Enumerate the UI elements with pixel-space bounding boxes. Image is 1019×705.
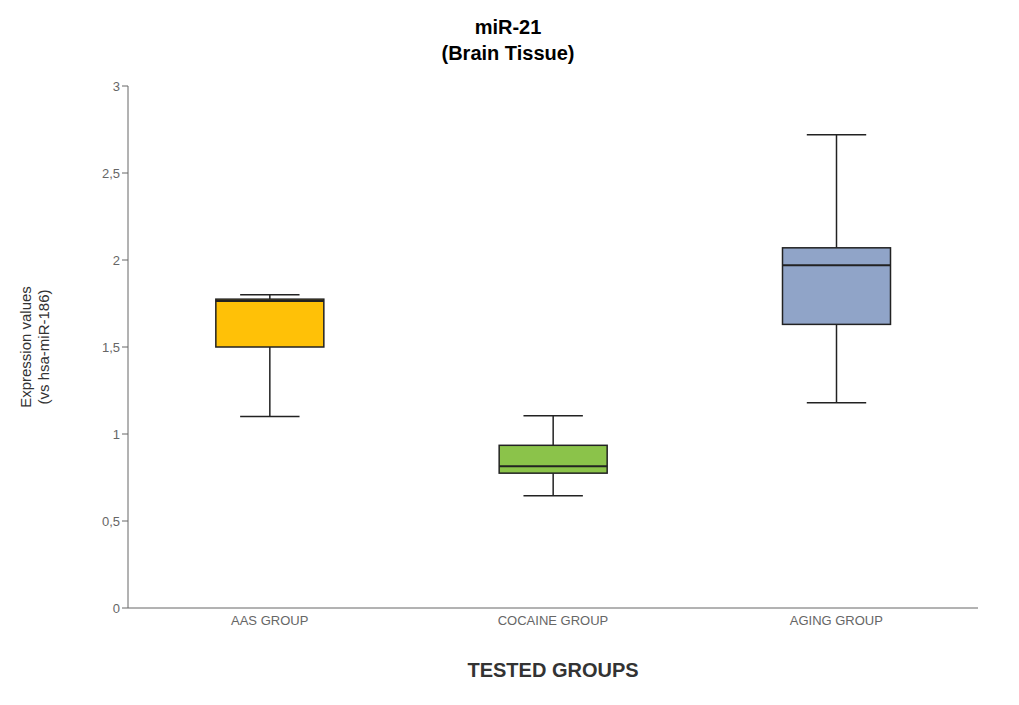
svg-text:COCAINE GROUP: COCAINE GROUP: [498, 613, 609, 628]
svg-text:1,5: 1,5: [102, 340, 120, 355]
svg-text:2,5: 2,5: [102, 166, 120, 181]
svg-text:2: 2: [113, 253, 120, 268]
html-text:miR-21: miR-21: [474, 16, 542, 38]
svg-text:AAS GROUP: AAS GROUP: [231, 613, 308, 628]
svg-text:0: 0: [113, 601, 120, 616]
svg-text:AGING GROUP: AGING GROUP: [790, 613, 883, 628]
svg-text:TESTED GROUPS: TESTED GROUPS: [467, 659, 638, 681]
html-text:(Brain Tissue): (Brain Tissue): [441, 42, 575, 64]
svg-text:3: 3: [113, 79, 120, 94]
svg-text:1: 1: [113, 427, 120, 442]
svg-text:Expression values(vs hsa-miR-1: Expression values(vs hsa-miR-186): [17, 286, 52, 408]
svg-text:0,5: 0,5: [102, 514, 120, 529]
